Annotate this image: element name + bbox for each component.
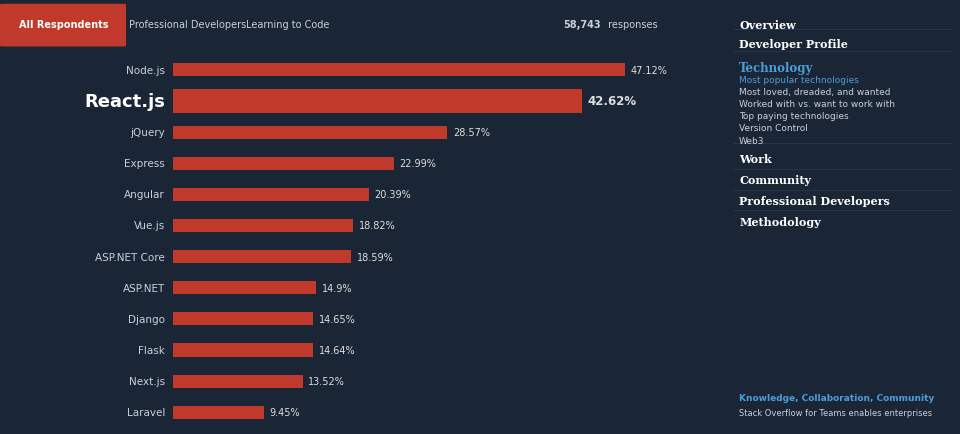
Text: Flask: Flask <box>138 345 165 355</box>
Text: jQuery: jQuery <box>131 128 165 138</box>
Text: Stack Overflow for Teams enables enterprises: Stack Overflow for Teams enables enterpr… <box>739 408 932 417</box>
Text: 18.59%: 18.59% <box>357 252 394 262</box>
Text: ASP.NET: ASP.NET <box>123 283 165 293</box>
Text: responses: responses <box>605 20 658 30</box>
FancyBboxPatch shape <box>0 5 126 47</box>
Text: Overview: Overview <box>739 20 796 30</box>
Bar <box>173 64 625 77</box>
Bar <box>173 282 316 295</box>
Text: Worked with vs. want to work with: Worked with vs. want to work with <box>739 100 895 109</box>
Bar <box>173 90 582 114</box>
Bar <box>173 158 394 171</box>
Text: 42.62%: 42.62% <box>588 95 636 108</box>
Text: Next.js: Next.js <box>129 376 165 386</box>
Text: 13.52%: 13.52% <box>308 376 346 386</box>
Text: All Respondents: All Respondents <box>18 20 108 30</box>
Bar <box>173 406 263 419</box>
Text: 58,743: 58,743 <box>564 20 601 30</box>
Text: Version Control: Version Control <box>739 124 808 133</box>
Bar <box>173 220 353 233</box>
Text: 20.39%: 20.39% <box>374 190 411 200</box>
Text: Learning to Code: Learning to Code <box>247 20 329 30</box>
Bar <box>173 126 447 139</box>
Text: 14.9%: 14.9% <box>322 283 352 293</box>
Text: Methodology: Methodology <box>739 216 821 227</box>
Text: React.js: React.js <box>84 93 165 111</box>
Text: 28.57%: 28.57% <box>453 128 490 138</box>
Text: Work: Work <box>739 154 772 164</box>
Text: Most loved, dreaded, and wanted: Most loved, dreaded, and wanted <box>739 88 891 97</box>
Bar <box>173 344 313 357</box>
Text: Laravel: Laravel <box>127 407 165 417</box>
Bar <box>173 375 302 388</box>
Text: Vue.js: Vue.js <box>133 221 165 231</box>
Text: 47.12%: 47.12% <box>631 66 668 76</box>
Text: 22.99%: 22.99% <box>399 159 436 169</box>
Text: Technology: Technology <box>739 62 813 75</box>
Bar <box>173 188 369 201</box>
Text: ASP.NET Core: ASP.NET Core <box>95 252 165 262</box>
Text: Top paying technologies: Top paying technologies <box>739 112 849 121</box>
Text: Web3: Web3 <box>739 136 765 145</box>
Bar <box>173 312 314 326</box>
Text: Django: Django <box>128 314 165 324</box>
Text: Community: Community <box>739 174 811 185</box>
Text: Professional Developers: Professional Developers <box>129 20 246 30</box>
Text: Knowledge, Collaboration, Community: Knowledge, Collaboration, Community <box>739 393 935 402</box>
Text: 14.65%: 14.65% <box>319 314 356 324</box>
Text: Angular: Angular <box>125 190 165 200</box>
Text: 9.45%: 9.45% <box>269 407 300 417</box>
Text: 18.82%: 18.82% <box>359 221 396 231</box>
Text: Most popular technologies: Most popular technologies <box>739 76 859 85</box>
Text: 14.64%: 14.64% <box>319 345 356 355</box>
Text: Professional Developers: Professional Developers <box>739 195 890 206</box>
Text: Node.js: Node.js <box>126 66 165 76</box>
Text: Developer Profile: Developer Profile <box>739 39 848 50</box>
Text: Express: Express <box>125 159 165 169</box>
Bar <box>173 250 351 263</box>
